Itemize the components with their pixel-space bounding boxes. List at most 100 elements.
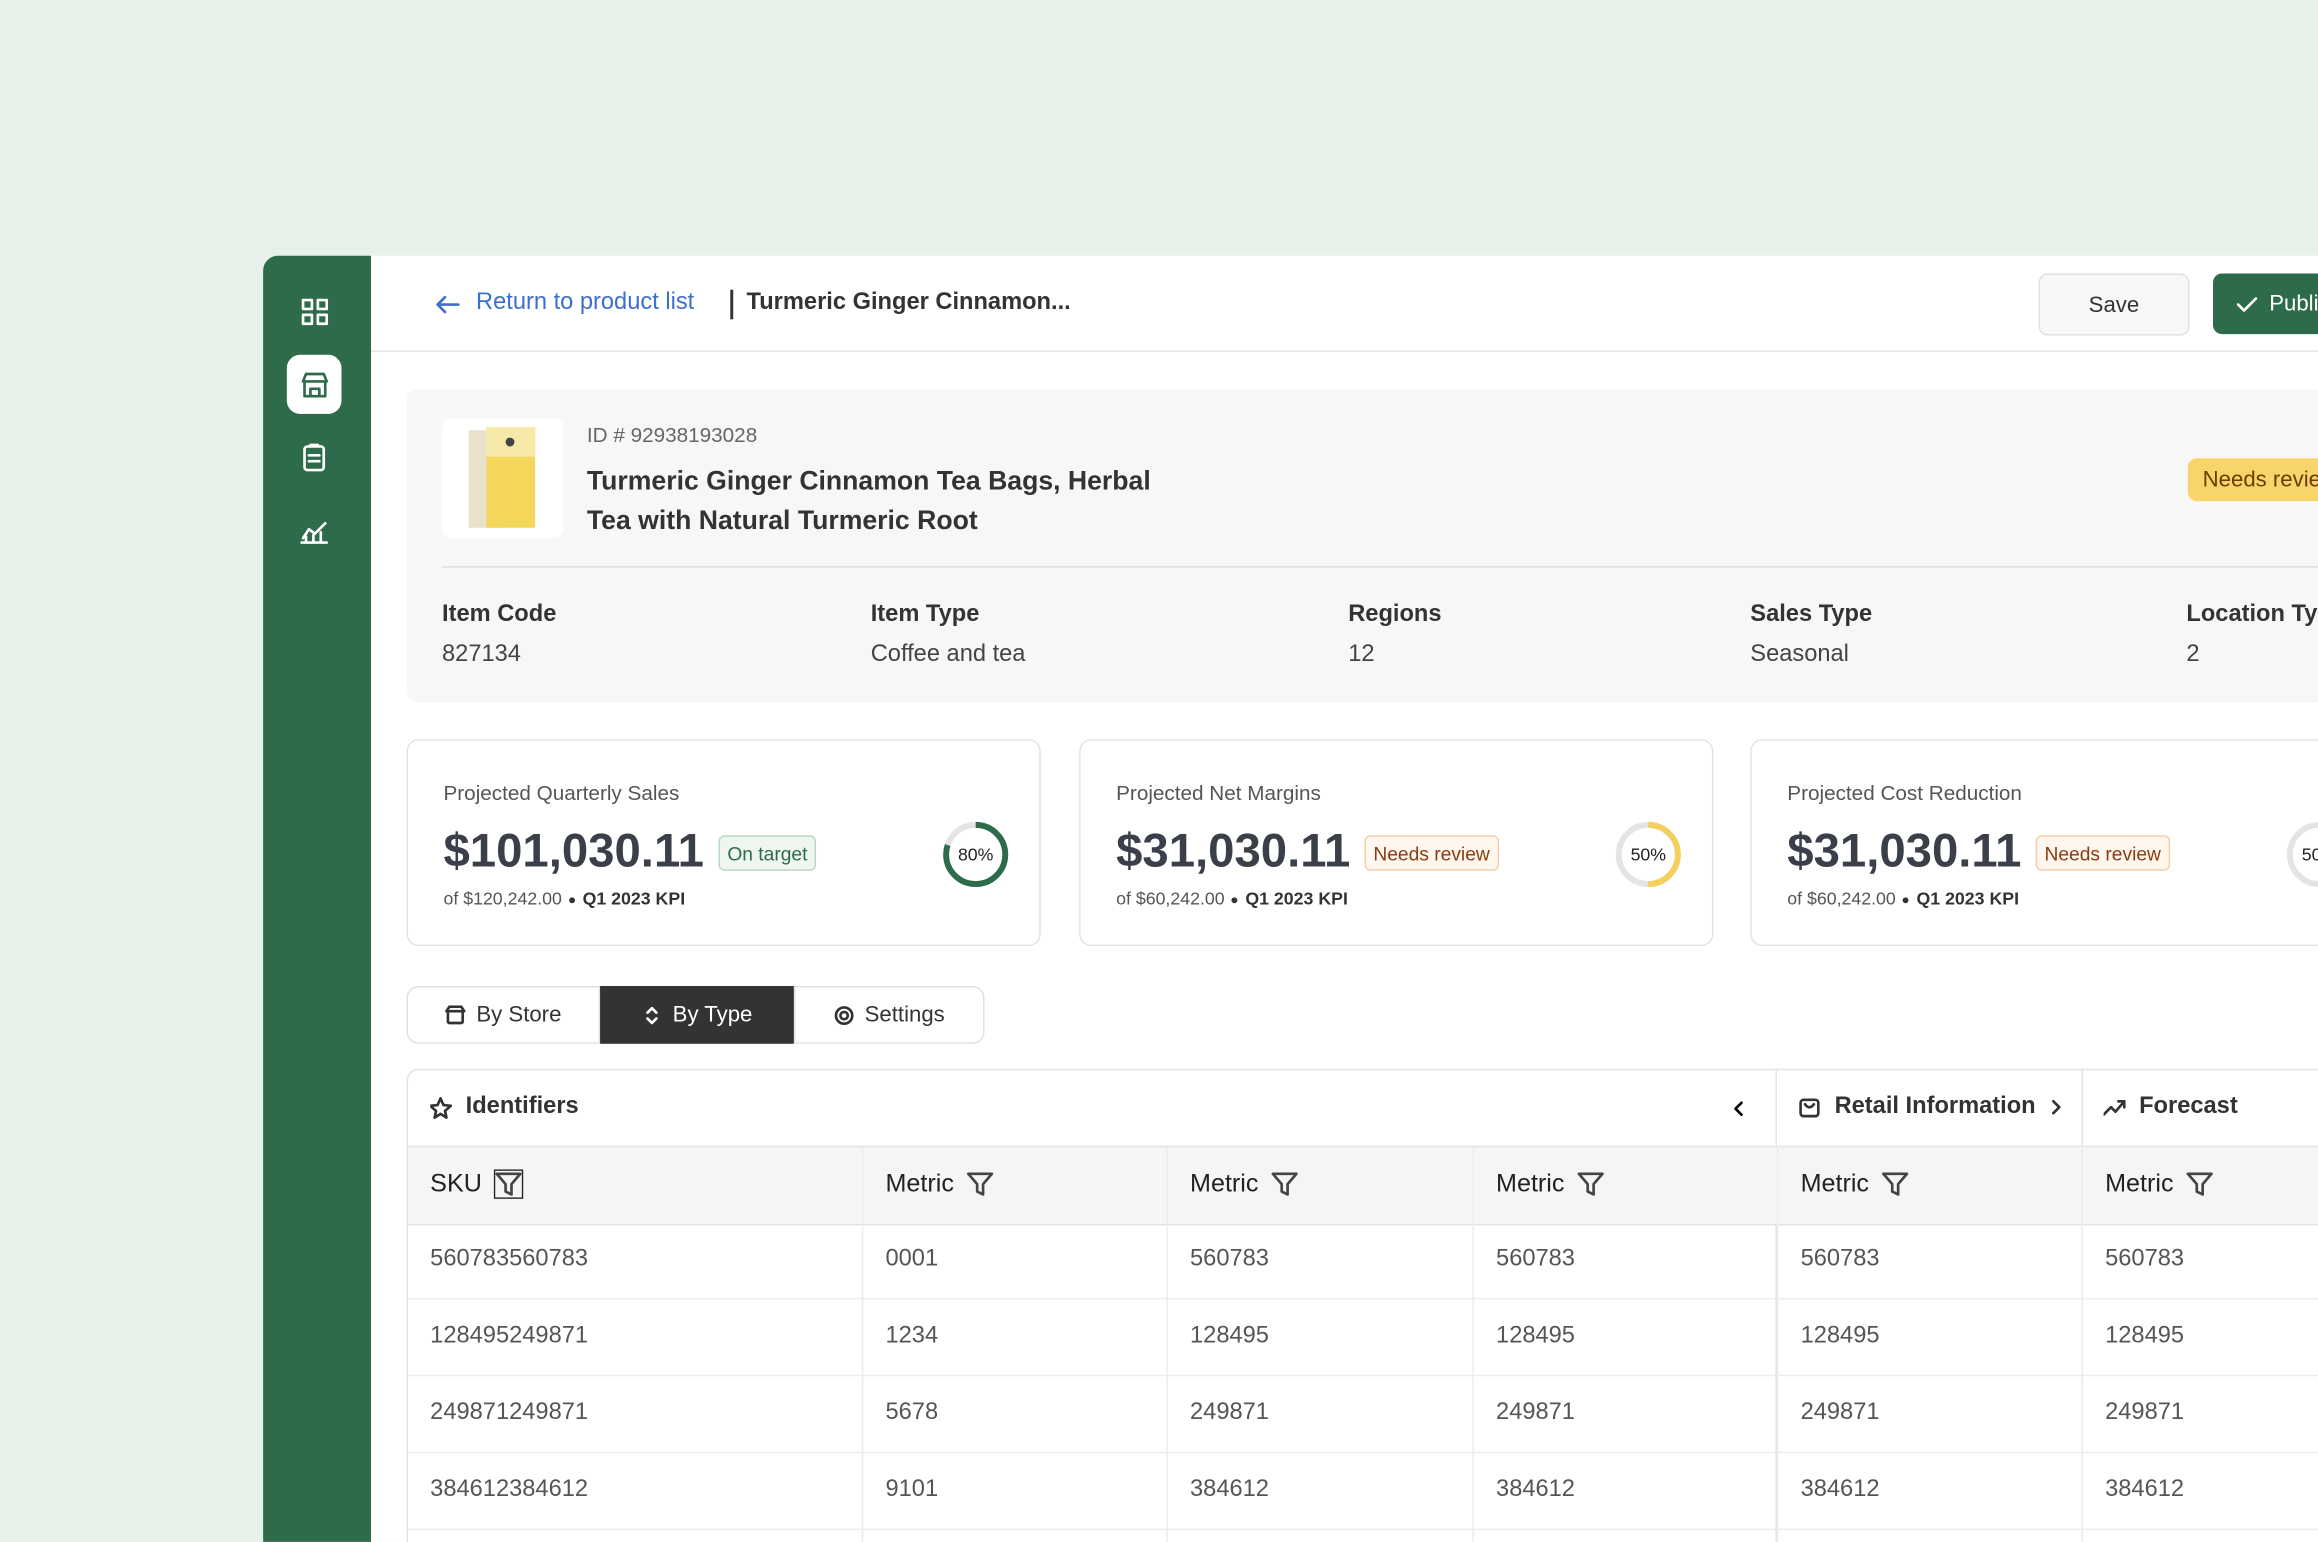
group-header[interactable]: Forecast [2103, 1092, 2238, 1122]
cell: 128495249871 [430, 1323, 589, 1349]
separator-dot [1903, 897, 1910, 903]
attribute-value: Seasonal [1750, 641, 1849, 667]
column-header[interactable]: Metric [2105, 1169, 2215, 1199]
kpi-target: of $120,242.00 Q1 2023 KPI [443, 888, 685, 909]
kpi-label: Projected Quarterly Sales [443, 780, 680, 805]
kpi-target: of $60,242.00 Q1 2023 KPI [1787, 888, 2019, 909]
cell: 128495 [2105, 1323, 2185, 1349]
attribute-label: Location Type [2186, 601, 2318, 627]
back-arrow[interactable] [435, 293, 462, 317]
chevron-icon [1734, 1101, 1743, 1116]
column-header[interactable]: SKU [430, 1169, 524, 1199]
column-header[interactable]: Metric [1801, 1169, 1911, 1199]
kpi-target-text: of $120,242.00 [443, 888, 562, 910]
filter-icon[interactable] [1270, 1169, 1300, 1199]
save-button[interactable]: Save [2038, 273, 2190, 336]
tab[interactable]: By Type [600, 986, 794, 1044]
publish-button[interactable]: Publish [2213, 273, 2318, 335]
filter-icon[interactable] [1881, 1169, 1911, 1199]
row-divider [408, 1297, 2318, 1300]
tab-label: Settings [864, 1002, 945, 1028]
crumb-separator [730, 289, 733, 320]
group-label: Retail Information [1834, 1093, 2036, 1120]
product-divider [442, 566, 2318, 568]
tab-label: By Type [672, 1002, 753, 1028]
chevron-left[interactable] [1731, 1098, 1746, 1125]
tab-icon [834, 1005, 854, 1025]
kpi-badge: On target [718, 835, 817, 871]
tab-label: By Store [476, 1002, 562, 1028]
cell: 560783 [1800, 1246, 1880, 1272]
kpi-label: Projected Cost Reduction [1787, 780, 2022, 805]
ring-progress [943, 821, 1009, 887]
attribute-label: Item Type [870, 601, 980, 627]
filter-icon[interactable] [1576, 1169, 1606, 1199]
cell: 9101 [885, 1476, 939, 1502]
product-id: ID # 92938193028 [586, 422, 758, 447]
kpi-period: Q1 2023 KPI [582, 888, 686, 910]
kpi-card: Projected Cost Reduction $31,030.11 Needs … [1750, 739, 2318, 947]
column-header[interactable]: Metric [1190, 1169, 1300, 1199]
cell: 384612 [2105, 1476, 2185, 1502]
separator-dot [569, 897, 576, 903]
chevron-right[interactable] [2049, 1098, 2064, 1116]
kpi-target-text: of $60,242.00 [1787, 888, 1896, 910]
column-divider [2081, 1145, 2083, 1542]
group-label: Forecast [2139, 1093, 2238, 1120]
product-card [406, 388, 2318, 703]
product-image [442, 418, 564, 539]
kpi-value: $31,030.11 [1116, 823, 1351, 877]
back-link[interactable]: Return to product list [476, 289, 695, 315]
kpi-period: Q1 2023 KPI [1245, 888, 1348, 910]
cell: 384612 [1800, 1476, 1880, 1502]
kpi-value: $101,030.11 [443, 823, 704, 877]
attribute-value: 827134 [442, 641, 521, 667]
ring-track [2286, 821, 2318, 887]
attribute-value: 12 [1348, 641, 1375, 667]
filter-icon[interactable] [2185, 1169, 2215, 1199]
cell: 249871249871 [430, 1399, 589, 1426]
attribute-label: Regions [1348, 601, 1442, 627]
kpi-label: Projected Net Margins [1116, 780, 1321, 805]
column-label: Metric [885, 1169, 954, 1198]
group-header[interactable]: Retail Information [1799, 1092, 2064, 1122]
ring-label: 50% [1631, 844, 1667, 864]
kpi-target: of $60,242.00 Q1 2023 KPI [1116, 888, 1348, 909]
ring-label: 80% [958, 844, 994, 864]
kpi-target-text: of $60,242.00 [1116, 888, 1225, 910]
kpi-ring: 50% [1615, 821, 1681, 887]
group-divider [1775, 1068, 1777, 1542]
kpi-badge: Needs review [2035, 835, 2170, 871]
cell: 249871 [2105, 1399, 2185, 1426]
column-header[interactable]: Metric [886, 1169, 996, 1199]
group-label: Identifiers [465, 1093, 579, 1120]
tab-icon [445, 1004, 466, 1024]
kpi-card: Projected Quarterly Sales $101,030.11 On t… [406, 739, 1041, 947]
filter-icon[interactable] [966, 1169, 996, 1199]
column-header[interactable]: Metric [1496, 1169, 1606, 1199]
column-divider [1776, 1145, 1779, 1542]
column-label: Metric [1800, 1169, 1869, 1198]
attribute-value: 2 [2186, 641, 2200, 667]
sidebar-icons [286, 298, 342, 544]
tab[interactable]: By Store [406, 986, 601, 1044]
product-name: Turmeric Ginger Cinnamon Tea Bags, Herba… [587, 461, 1151, 541]
column-header-bg [408, 1145, 2318, 1226]
cell: 384612 [1496, 1476, 1575, 1502]
ring-progress [1615, 821, 1681, 887]
kpi-card: Projected Net Margins $31,030.11 Needs rev… [1079, 739, 1714, 947]
cell: 384612384612 [430, 1476, 589, 1502]
status-badge: Needs review [2187, 458, 2318, 502]
product-box [468, 427, 536, 528]
check-icon [2236, 296, 2258, 312]
attribute-label: Item Code [442, 601, 557, 627]
column-divider [861, 1145, 864, 1542]
attribute-label: Sales Type [1750, 601, 1873, 627]
attribute-value: Coffee and tea [870, 641, 1026, 667]
tab[interactable]: Settings [793, 986, 985, 1044]
kpi-badge: Needs review [1364, 835, 1499, 871]
filter-icon[interactable] [493, 1169, 524, 1199]
group-header[interactable]: Identifiers [430, 1092, 579, 1122]
separator-dot [1232, 897, 1238, 903]
